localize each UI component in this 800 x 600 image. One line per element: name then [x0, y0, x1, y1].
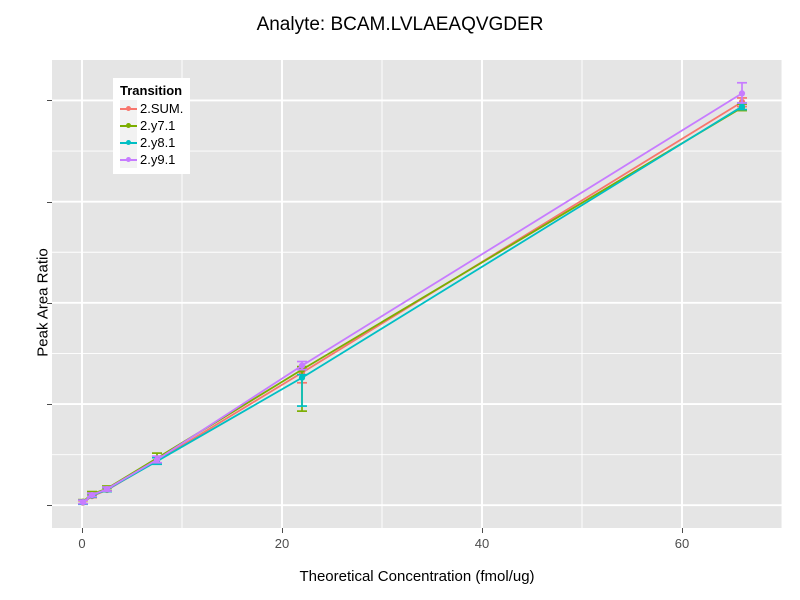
x-tick-label: 0: [78, 536, 86, 551]
legend-swatch-icon: [120, 117, 137, 134]
legend-swatch-icon: [120, 151, 137, 168]
x-tick-mark: [682, 528, 683, 533]
x-tick-label: 20: [274, 536, 290, 551]
y-tick-mark: [47, 100, 52, 102]
legend-item-2.SUM.[interactable]: 2.SUM.: [120, 100, 183, 117]
data-point: [298, 362, 306, 369]
legend-item-2.y7.1[interactable]: 2.y7.1: [120, 117, 183, 134]
y-tick-mark: [47, 302, 52, 304]
legend-point-icon: [126, 157, 131, 162]
y-tick-mark: [47, 201, 52, 203]
legend-title: Transition: [120, 83, 183, 98]
plot-canvas: [52, 60, 782, 528]
data-layer: [78, 81, 747, 506]
legend-item-2.y9.1[interactable]: 2.y9.1: [120, 151, 183, 168]
legend-items: 2.SUM. 2.y7.1 2.y8.1 2.y9.1: [120, 100, 183, 168]
legend: Transition 2.SUM. 2.y7.1 2.y8.1 2.y9.1: [113, 78, 191, 174]
data-point: [738, 103, 746, 110]
series-2.y9.1: [78, 81, 747, 506]
legend-item-label: 2.y9.1: [140, 152, 176, 167]
y-tick-mark: [47, 404, 52, 406]
x-tick-mark: [282, 528, 283, 533]
legend-point-icon: [126, 123, 131, 128]
data-point: [153, 456, 161, 463]
x-tick-label: 60: [674, 536, 690, 551]
legend-item-label: 2.SUM.: [140, 101, 184, 116]
legend-item-2.y8.1[interactable]: 2.y8.1: [120, 134, 183, 151]
data-point: [738, 90, 746, 97]
data-point: [103, 485, 111, 493]
legend-swatch-icon: [120, 100, 137, 117]
x-axis-label: Theoretical Concentration (fmol/ug): [299, 568, 535, 585]
y-tick-mark: [47, 505, 52, 507]
data-point: [79, 499, 87, 506]
legend-point-icon: [126, 106, 131, 111]
x-tick-label: 40: [474, 536, 490, 551]
x-tick-mark: [482, 528, 483, 533]
legend-point-icon: [126, 140, 131, 145]
page-title: Analyte: BCAM.LVLAEAQVGDER: [256, 14, 544, 35]
legend-item-label: 2.y7.1: [140, 118, 176, 133]
legend-item-label: 2.y8.1: [140, 135, 176, 150]
x-tick-mark: [82, 528, 83, 533]
data-point: [298, 374, 306, 381]
data-point: [88, 492, 96, 499]
plot-panel: [52, 60, 782, 528]
legend-swatch-icon: [120, 134, 137, 151]
